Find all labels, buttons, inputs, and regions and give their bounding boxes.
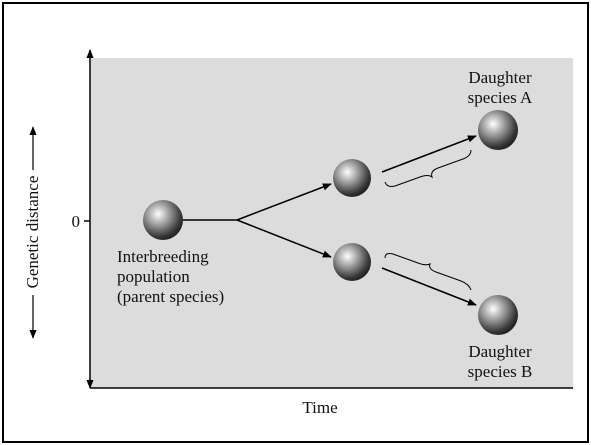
arrow-to-b	[381, 267, 477, 306]
daughter-a-label: Daughter	[468, 68, 532, 87]
arrow-to-a	[381, 135, 477, 173]
brace-upper	[384, 149, 472, 187]
branch-upper	[236, 183, 332, 221]
brace-lower	[384, 253, 472, 291]
x-axis-label: Time	[302, 398, 337, 417]
daughter-species-b	[478, 295, 518, 335]
parent-label: (parent species)	[117, 287, 224, 306]
daughter-a-label: species A	[468, 88, 533, 107]
parent-label: Interbreeding	[117, 247, 209, 266]
daughter-species-a	[478, 110, 518, 150]
parent-label: population	[117, 267, 190, 286]
branch-lower	[236, 219, 332, 258]
daughter-b-label: Daughter	[468, 342, 532, 361]
y-axis-label: Genetic distance	[23, 176, 42, 289]
parent-population	[143, 200, 183, 240]
upper-population	[333, 159, 371, 197]
zero-label: 0	[72, 212, 81, 231]
daughter-b-label: species B	[468, 362, 533, 381]
lower-population	[333, 243, 371, 281]
